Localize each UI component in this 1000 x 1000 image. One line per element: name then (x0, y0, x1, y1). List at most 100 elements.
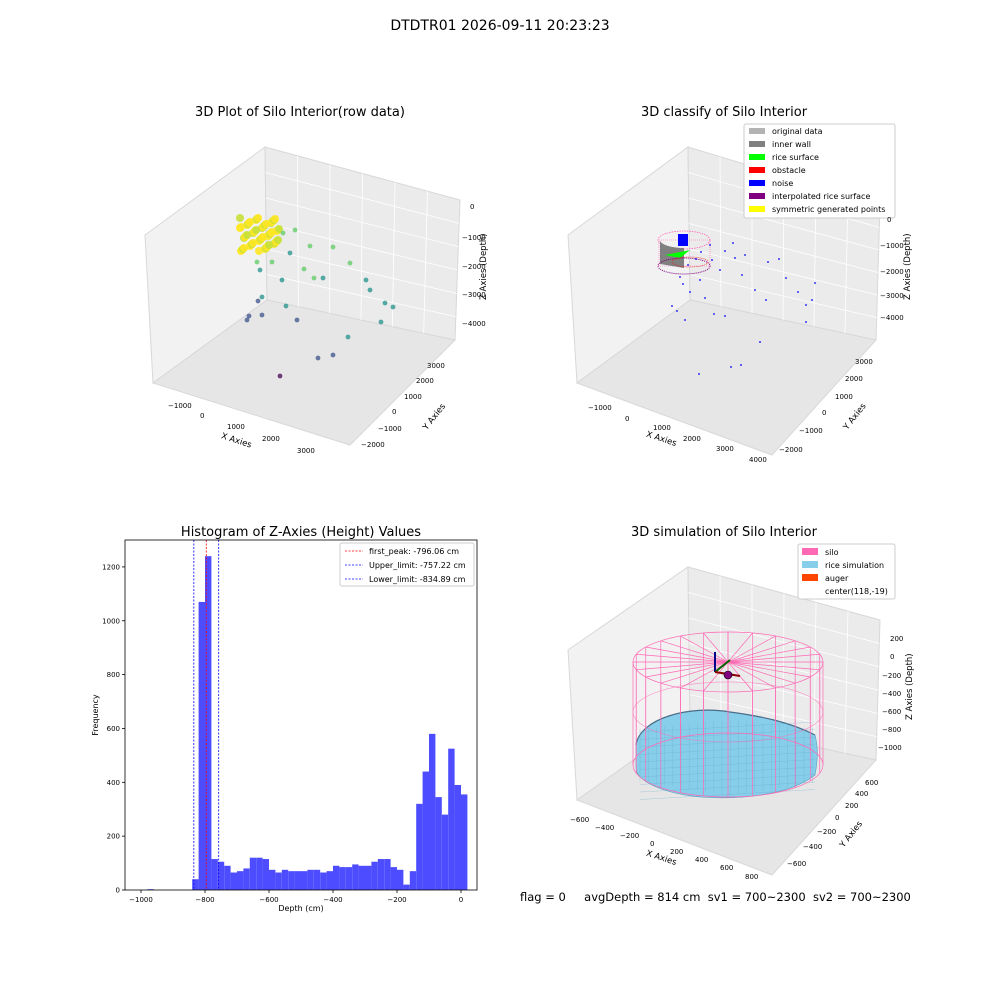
panel-classify-3d: 3D classify of Silo Interior original da… (567, 105, 913, 464)
cls-z-label: Z Axies (Depth) (903, 233, 913, 300)
histogram-bar (397, 869, 404, 890)
panel-raw-title: 3D Plot of Silo Interior(row data) (195, 105, 405, 120)
sim-z-tick: −1000 (878, 744, 902, 752)
cls-x-tick: 2000 (683, 435, 701, 443)
sim-y-tick: 600 (865, 779, 878, 787)
legend-label-center: center(118,-19) (825, 587, 888, 596)
sv2-status: sv2 = 700~2300 (812, 890, 911, 904)
hist-x-tick: 0 (459, 896, 463, 904)
histogram-bar (435, 797, 442, 890)
legend-first-peak: first_peak: -796.06 cm (369, 547, 459, 556)
avg-depth-status: avgDepth = 814 cm (584, 890, 701, 904)
histogram-bar (326, 871, 333, 890)
cls-z-tick: 0 (887, 216, 891, 224)
hist-x-tick: −200 (387, 896, 406, 904)
raw-x-tick: −1000 (168, 402, 192, 410)
cls-x-label: X Axies (645, 430, 678, 449)
raw-z-tick: −2000 (462, 263, 486, 271)
legend-swatch-noise (749, 180, 765, 186)
raw-y-tick: 3000 (427, 362, 445, 370)
histogram-bar (345, 867, 353, 890)
panel-classify-title: 3D classify of Silo Interior (641, 105, 808, 120)
sim-x-tick: 400 (695, 856, 708, 864)
cls-z-tick: −2000 (880, 268, 904, 276)
histogram-bar (147, 889, 154, 890)
cls-x-tick: 0 (625, 415, 629, 423)
sim-x-tick: −600 (570, 816, 589, 824)
cls-x-tick: 3000 (716, 445, 734, 453)
sim-z-tick: 0 (890, 653, 894, 661)
raw-axes-box (144, 146, 461, 446)
histogram-bar (198, 601, 205, 890)
sim-y-tick: 400 (855, 790, 868, 798)
cls-y-label: Y Axies (841, 401, 869, 433)
hist-y-tick: 200 (107, 833, 120, 841)
histogram-bar (294, 871, 301, 890)
histogram-bar (339, 867, 346, 890)
histogram-bar (313, 869, 321, 890)
cls-y-tick: −1000 (799, 427, 823, 435)
cls-y-tick: 0 (822, 409, 826, 417)
cls-y-tick: 1000 (835, 393, 853, 401)
histogram-bar (422, 771, 429, 890)
hist-x-tick: −800 (195, 896, 214, 904)
hist-x-tick: −400 (323, 896, 342, 904)
legend-label-noise: noise (772, 179, 793, 188)
hist-y-label: Frequency (91, 694, 100, 736)
cls-y-tick: 3000 (855, 358, 873, 366)
sim-x-tick: 200 (670, 848, 683, 856)
histogram-bar (192, 879, 199, 890)
sv1-status: sv1 = 700~2300 (707, 890, 806, 904)
histogram-bar (441, 814, 449, 890)
auger-marker (714, 652, 741, 680)
histogram-bar (416, 803, 423, 890)
histogram-bar (307, 869, 314, 890)
histogram-bar (230, 872, 237, 890)
legend-label-silo: silo (825, 548, 839, 557)
raw-y-tick: 0 (392, 408, 396, 416)
histogram-bar (211, 859, 218, 890)
cls-y-tick: −2000 (779, 446, 803, 454)
histogram-bar (281, 869, 289, 890)
legend-swatch-rice-simulation (802, 561, 818, 568)
legend-label-interpolated: interpolated rice surface (772, 192, 870, 201)
figure-title: DTDTR01 2026-09-11 20:23:23 (390, 18, 610, 34)
raw-x-tick: 1000 (227, 423, 245, 431)
sim-x-tick: 0 (650, 840, 654, 848)
panel-raw-3d: 3D Plot of Silo Interior(row data) −1000… (144, 105, 489, 455)
cls-z-tick: −1000 (880, 242, 904, 250)
histogram-bar (262, 859, 269, 890)
histogram-bar (224, 865, 231, 890)
legend-label-rice-surface: rice surface (772, 153, 819, 162)
sim-z-label: Z Axies (Depth) (905, 653, 915, 720)
histogram-bar (217, 861, 225, 890)
raw-z-tick: −3000 (462, 291, 486, 299)
raw-z-tick: −4000 (462, 320, 486, 328)
histogram-bar (461, 794, 468, 890)
sim-legend: silo rice simulation auger center(118,-1… (797, 543, 896, 600)
histogram-bar (352, 864, 359, 890)
sim-y-tick: 0 (835, 814, 839, 822)
histogram-bar (288, 871, 295, 890)
rice-surface (635, 709, 818, 800)
legend-swatch-obstacle (749, 167, 765, 173)
legend-label-rice-simulation: rice simulation (825, 561, 884, 570)
legend-swatch-rice-surface (749, 154, 765, 160)
legend-swatch-interpolated (749, 193, 765, 199)
raw-y-tick: 1000 (404, 393, 422, 401)
silo-wireframe (632, 631, 824, 798)
cls-x-tick: 1000 (653, 424, 671, 432)
hist-y-tick: 1200 (102, 563, 120, 571)
sim-x-tick: 800 (745, 873, 758, 881)
raw-x-tick: 3000 (297, 447, 315, 455)
classify-silo-cylinder (657, 230, 711, 275)
hist-x-tick: −600 (259, 896, 278, 904)
legend-lower-limit: Lower_limit: -834.89 cm (369, 575, 466, 584)
hist-x-tick: −1000 (129, 896, 153, 904)
histogram-bar (358, 865, 365, 890)
cls-y-tick: 2000 (845, 375, 863, 383)
legend-swatch-inner-wall (749, 141, 765, 147)
histogram-bar (320, 872, 327, 890)
histogram-bars (147, 556, 468, 890)
sim-x-tick: 600 (720, 864, 733, 872)
